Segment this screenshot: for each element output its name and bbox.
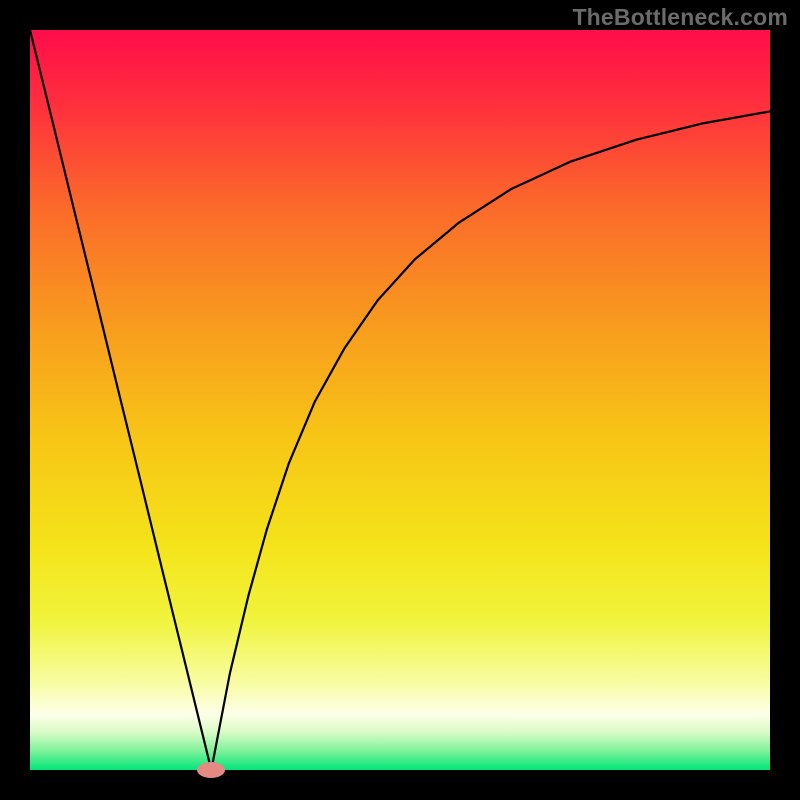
chart-frame: TheBottleneck.com [0, 0, 800, 800]
bottleneck-curve [0, 0, 800, 800]
curve-left-branch [30, 30, 211, 770]
curve-right-branch [211, 111, 770, 770]
watermark-text: TheBottleneck.com [572, 4, 788, 31]
